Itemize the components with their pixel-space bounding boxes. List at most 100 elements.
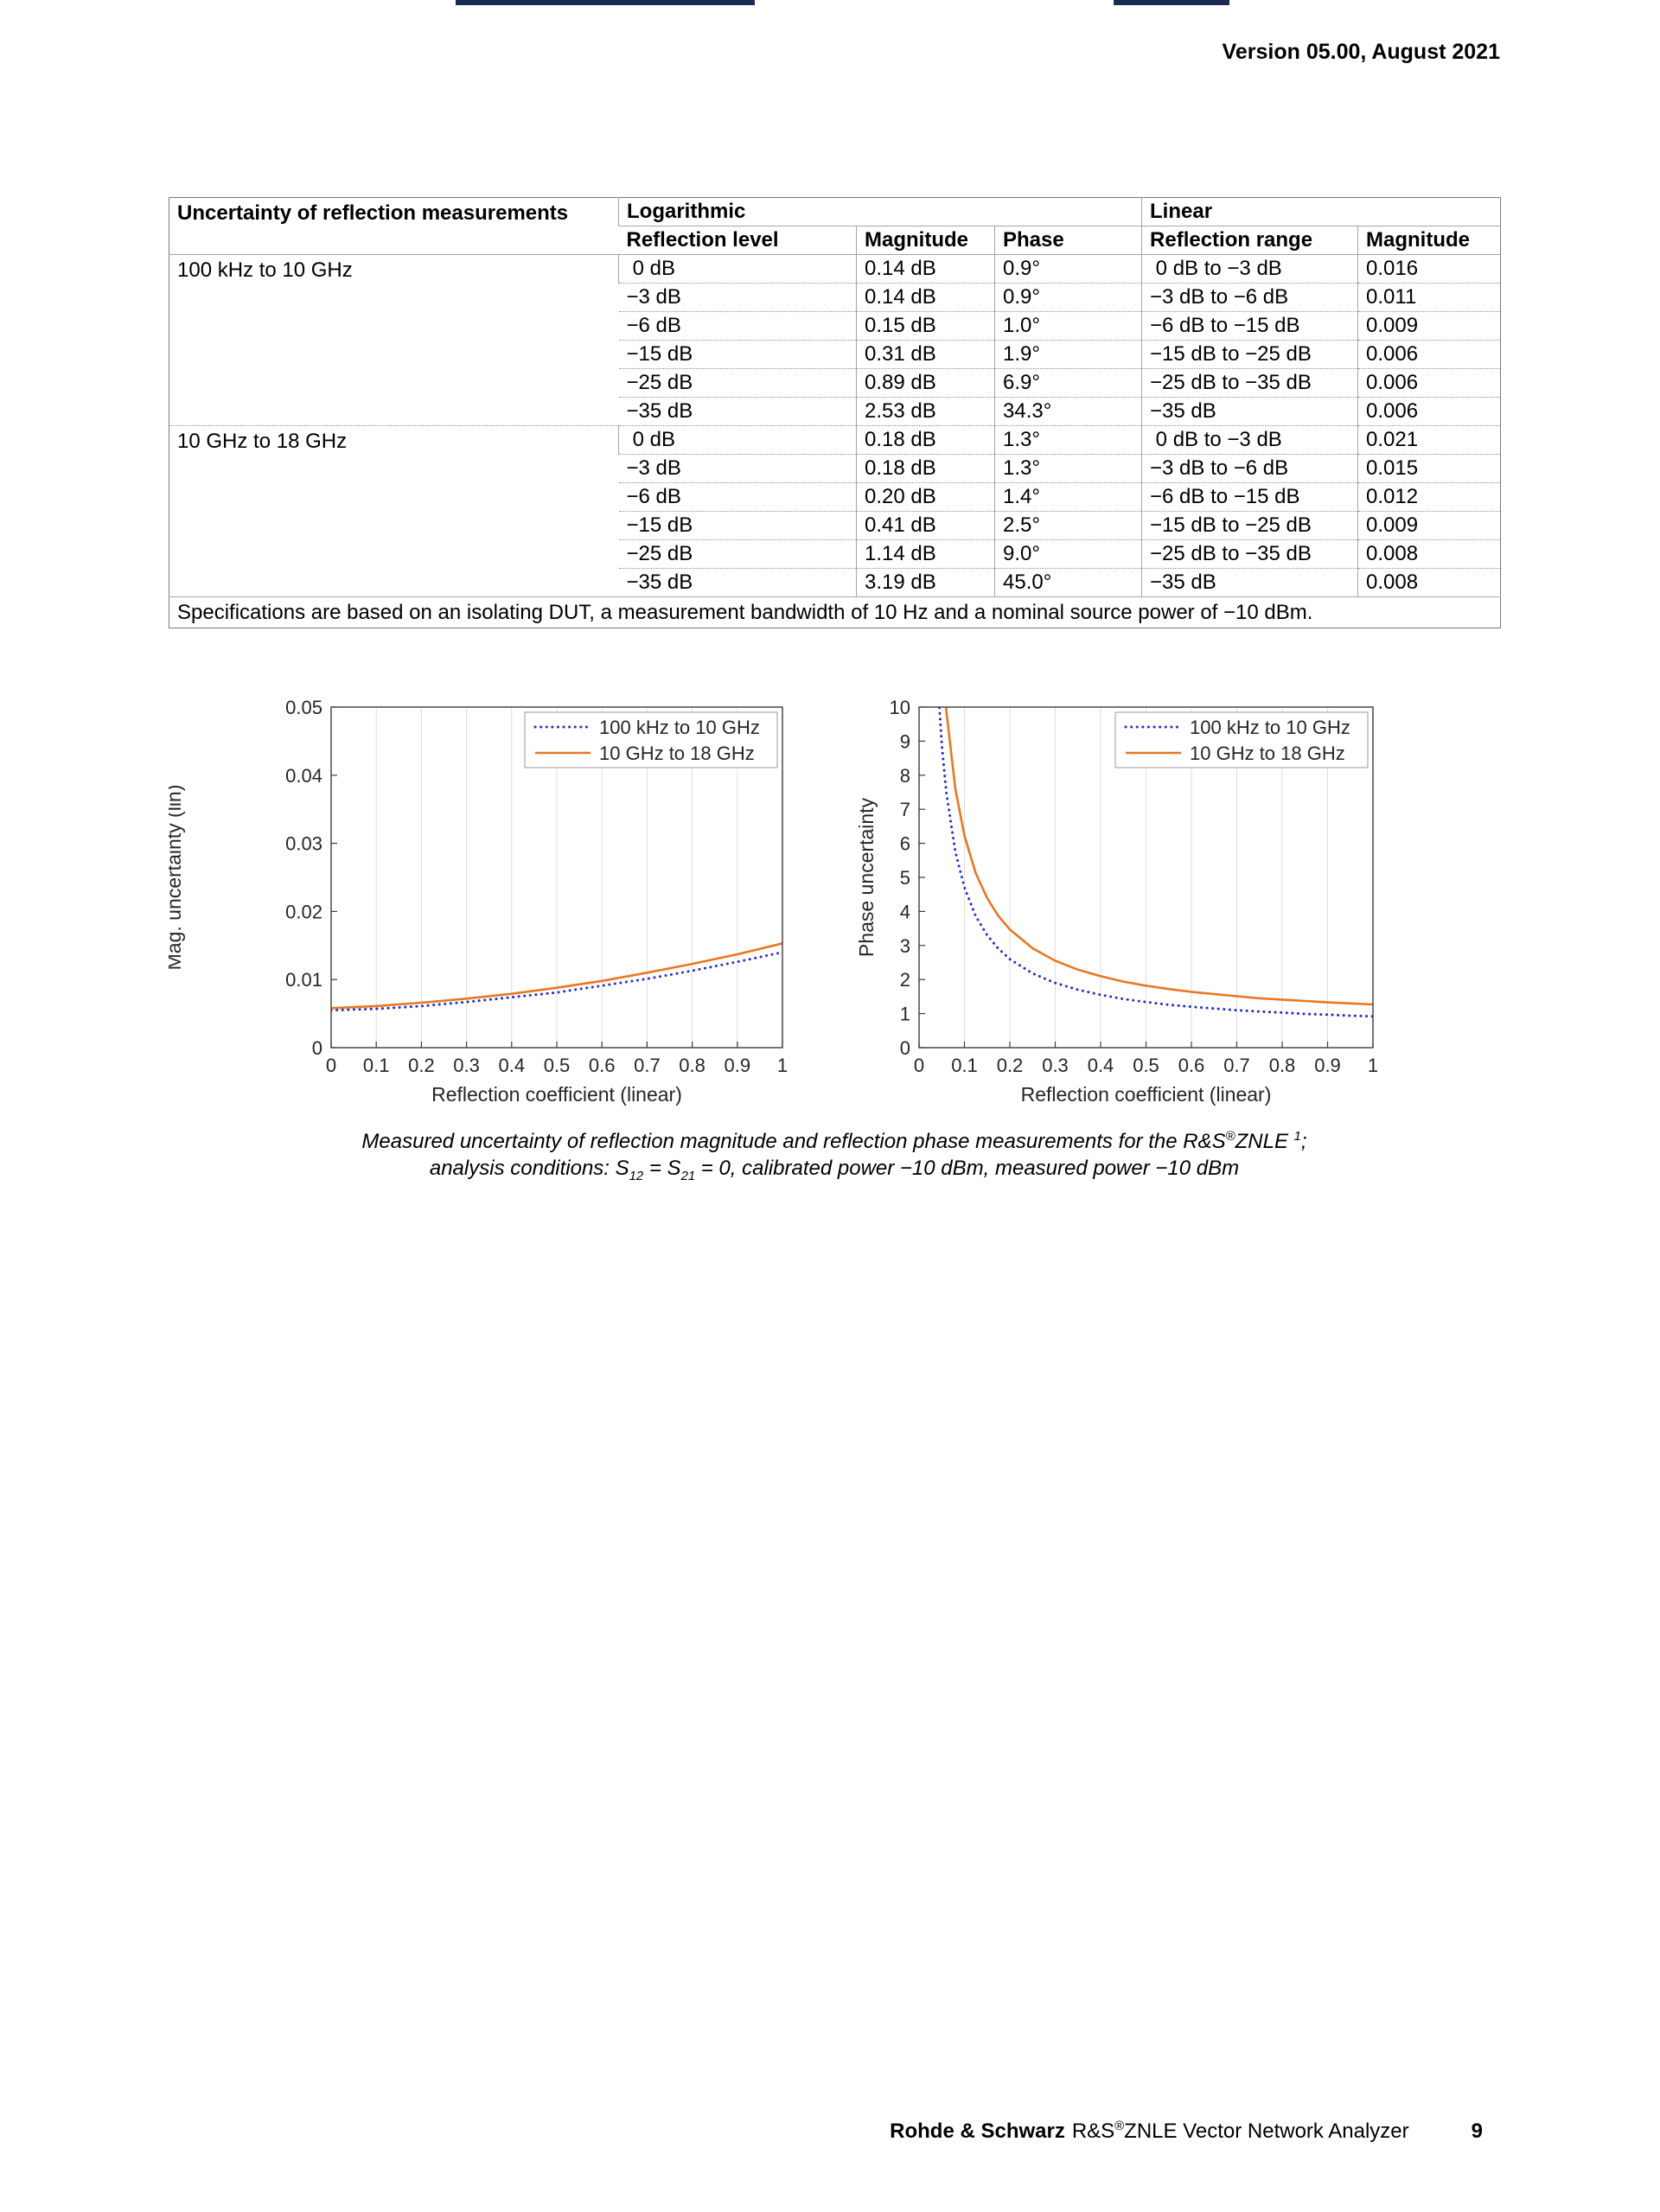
series-line-1 xyxy=(331,942,782,1010)
table-row: −6 dB 0.15 dB 1.0° −6 dB to −15 dB 0.009 xyxy=(169,311,1501,341)
table-cell: 0 dB xyxy=(618,425,857,455)
table-row: −15 dB 0.41 dB 2.5° −15 dB to −25 dB 0.009 xyxy=(169,511,1501,540)
table-cell: −6 dB to −15 dB xyxy=(1141,311,1358,341)
table-cell: 1.0° xyxy=(993,311,1142,341)
table-cell: 0.008 xyxy=(1357,568,1501,597)
spec-table: Uncertainty of reflection measurements L… xyxy=(169,197,1502,628)
table-cell: −35 dB xyxy=(618,397,857,426)
y-tick-label: 4 xyxy=(900,901,910,922)
x-tick-label: 0.5 xyxy=(1133,1055,1159,1076)
x-tick-label: 0.7 xyxy=(634,1055,661,1076)
x-tick-label: 1 xyxy=(777,1055,788,1076)
table-cell: −6 dB xyxy=(618,482,857,512)
x-tick-label: 0.2 xyxy=(408,1055,435,1076)
table-cell: −15 dB xyxy=(618,511,857,540)
table-cell: 2.5° xyxy=(993,511,1142,540)
table-row: −3 dB 0.14 dB 0.9° −3 dB to −6 dB 0.011 xyxy=(169,283,1501,312)
table-cell: 0.008 xyxy=(1357,539,1501,569)
column-header: Magnitude xyxy=(1357,226,1501,255)
series-line-0 xyxy=(938,707,1373,1018)
table-footnote: Specifications are based on an isolating… xyxy=(169,596,1501,628)
table-cell: 1.4° xyxy=(993,482,1142,512)
s-parameter-subscript: 12 xyxy=(629,1169,644,1183)
x-tick-label: 0.6 xyxy=(1178,1055,1205,1076)
y-axis-label: Phase uncertainty xyxy=(855,797,878,957)
page-number: 9 xyxy=(1471,2120,1483,2143)
x-tick-label: 0.8 xyxy=(1269,1055,1296,1076)
table-cell: 0 dB xyxy=(618,254,857,284)
column-header: Reflection level xyxy=(618,226,857,255)
figure-caption-line1: Measured uncertainty of reflection magni… xyxy=(169,1124,1500,1155)
table-cell: −6 dB xyxy=(618,311,857,341)
y-tick-label: 0.02 xyxy=(285,901,322,922)
y-tick-label: 2 xyxy=(900,969,910,991)
section-header-linear: Linear xyxy=(1141,197,1501,226)
y-tick-label: 9 xyxy=(900,730,910,752)
s-parameter-subscript: 21 xyxy=(680,1169,696,1183)
table-cell: 0.18 dB xyxy=(856,454,995,483)
table-row: −6 dB 0.20 dB 1.4° −6 dB to −15 dB 0.012 xyxy=(169,482,1501,512)
table-row: 100 kHz to 10 GHz 0 dB 0.14 dB 0.9° 0 dB t… xyxy=(169,254,1501,426)
table-cell: −25 dB xyxy=(618,539,857,569)
column-header: Phase xyxy=(993,226,1142,255)
table-cell: −15 dB to −25 dB xyxy=(1141,511,1358,540)
table-cell: −15 dB to −25 dB xyxy=(1141,340,1358,369)
product-name: R&S®ZNLE Vector Network Analyzer xyxy=(1071,2120,1409,2143)
table-cell: −25 dB to −35 dB xyxy=(1141,539,1358,569)
y-tick-label: 8 xyxy=(900,765,910,787)
x-tick-label: 0.3 xyxy=(1042,1055,1069,1076)
y-tick-label: 0 xyxy=(900,1037,910,1059)
x-tick-label: 0.9 xyxy=(725,1055,751,1076)
table-cell: 3.19 dB xyxy=(856,568,995,597)
table-cell: 0.006 xyxy=(1357,340,1501,369)
caption-text: ; xyxy=(1300,1130,1307,1153)
table-row: −25 dB 1.14 dB 9.0° −25 dB to −35 dB 0.008 xyxy=(169,539,1501,569)
section-header-logarithmic: Logarithmic xyxy=(617,197,1142,226)
table-cell: −35 dB xyxy=(618,568,857,597)
table-cell: 2.53 dB xyxy=(856,397,995,426)
legend-box xyxy=(524,711,778,768)
table-cell: 1.3° xyxy=(993,425,1142,455)
y-tick-label: 6 xyxy=(900,833,910,855)
phase-uncertainty-chart-svg: 0 0.1 0.2 0.3 0.4 0.5 0.6 0.7 0.8 0.9 101234567891… xyxy=(855,697,1378,1106)
caption-text: = 0, calibrated power −10 dBm, measured … xyxy=(695,1157,1240,1180)
table-cell: 0.9° xyxy=(993,254,1142,284)
legend-entry-label: 100 kHz to 10 GHz xyxy=(1190,717,1350,738)
footer-text: Rohde & Schwarz R&S®ZNLE Vector Network A… xyxy=(890,2120,1409,2144)
table-cell: 1.14 dB xyxy=(856,539,995,569)
series-line-1 xyxy=(944,707,1373,1006)
table-cell: 0 dB to −3 dB xyxy=(1141,425,1358,455)
legend-entry-label: 100 kHz to 10 GHz xyxy=(599,717,760,738)
table-title: Uncertainty of reflection measurements xyxy=(177,201,569,225)
x-tick-label: 1 xyxy=(1368,1055,1378,1076)
table-cell: 0.016 xyxy=(1357,254,1501,284)
registered-mark: ® xyxy=(1114,2120,1125,2133)
x-tick-label: 0.9 xyxy=(1314,1055,1341,1076)
caption-text: analysis conditions: S xyxy=(429,1157,629,1180)
y-tick-label: 7 xyxy=(900,799,910,820)
x-tick-label: 0.2 xyxy=(997,1055,1024,1076)
y-tick-label: 0.03 xyxy=(285,833,322,855)
table-cell: 0.009 xyxy=(1357,511,1501,540)
table-row: −15 dB 0.31 dB 1.9° −15 dB to −25 dB 0.006 xyxy=(169,340,1501,369)
caption-text: ZNLE xyxy=(1235,1130,1294,1153)
x-axis-label: Reflection coefficient (linear) xyxy=(431,1083,682,1106)
table-row: −35 dB 2.53 dB 34.3° −35 dB 0.006 xyxy=(169,397,1501,426)
magnitude-uncertainty-chart-svg: 0 0.1 0.2 0.3 0.4 0.5 0.6 0.7 0.8 0.9 1 0 0.01 0.02 0.… xyxy=(163,697,788,1106)
table-cell: 0.021 xyxy=(1357,425,1501,455)
table-cell: −25 dB xyxy=(618,368,857,398)
brand-name: Rohde & Schwarz xyxy=(890,2120,1065,2143)
table-cell: 0.31 dB xyxy=(856,340,995,369)
column-header: Magnitude xyxy=(856,226,995,255)
phase-uncertainty-chart: 0 0.1 0.2 0.3 0.4 0.5 0.6 0.7 0.8 0.9 1 0 1 2 3 4 5 6 7 8 9 1… xyxy=(813,674,1478,1124)
table-row: −35 dB 3.19 dB 45.0° −35 dB 0.008 xyxy=(169,568,1501,597)
series-line-0 xyxy=(331,951,782,1012)
table-cell: 0.20 dB xyxy=(856,482,995,512)
y-axis-label: Mag. uncertainty (lin) xyxy=(169,785,185,971)
table-cell: 0.14 dB xyxy=(856,254,995,284)
table-footnote-row: Specifications are based on an isolating… xyxy=(169,596,1501,628)
table-cell: 0.006 xyxy=(1357,368,1501,398)
table-cell: 0.012 xyxy=(1357,482,1501,512)
table-cell: 6.9° xyxy=(993,368,1142,398)
